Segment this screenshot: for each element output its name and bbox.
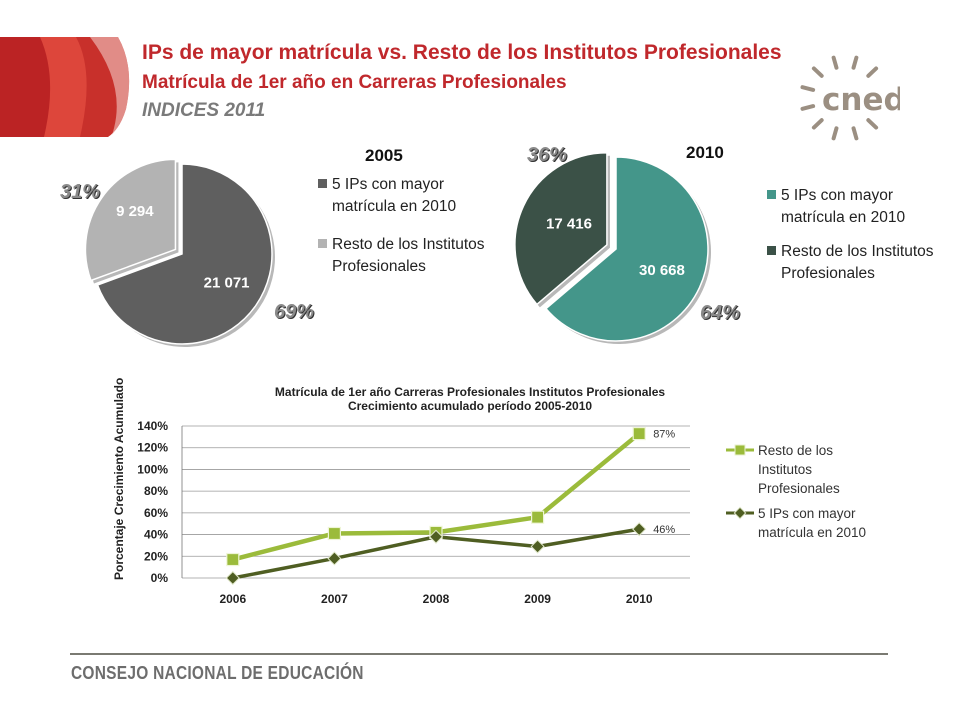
logo-ray bbox=[800, 85, 816, 92]
legend-label: 5 IPs con mayor matrícula en 2010 bbox=[332, 176, 457, 215]
pie-2010-rest-pct: 36% bbox=[527, 144, 568, 166]
y-tick-label: 140% bbox=[137, 419, 168, 433]
y-tick-label: 40% bbox=[144, 528, 168, 542]
page-index-label: INDICES 2011 bbox=[142, 100, 266, 121]
y-tick-label: 0% bbox=[151, 571, 169, 585]
logo-ray bbox=[866, 66, 879, 78]
x-tick-label: 2006 bbox=[219, 592, 246, 606]
legend-item: Resto de los Institutos Profesionales bbox=[318, 234, 492, 278]
legend-item: 5 IPs con mayor matrícula en 2010 bbox=[318, 174, 492, 218]
pie-slice-label: 21 071 bbox=[204, 274, 250, 291]
x-tick-label: 2009 bbox=[524, 592, 551, 606]
header-swoosh bbox=[0, 37, 130, 137]
pie-slice bbox=[96, 163, 273, 345]
page-title: IPs de mayor matrícula vs. Resto de los … bbox=[142, 41, 782, 64]
logo-ray bbox=[851, 126, 859, 141]
data-point bbox=[225, 570, 240, 586]
legend-label: 5 IPs con mayor matrícula en 2010 bbox=[781, 187, 906, 226]
legend-item: 5 IPs con mayor matrícula en 2010 bbox=[767, 185, 941, 229]
y-tick-label: 20% bbox=[144, 549, 168, 563]
y-tick-label: 80% bbox=[144, 484, 168, 498]
x-tick-label: 2007 bbox=[321, 592, 348, 606]
data-label: 46% bbox=[653, 524, 675, 536]
pie-slice-label: 30 668 bbox=[639, 262, 685, 279]
logo-ray bbox=[811, 118, 824, 130]
pie-2005-rest-pct: 31% bbox=[60, 181, 101, 203]
line-chart-growth: Matrícula de 1er año Carreras Profesiona… bbox=[112, 378, 690, 606]
svg-text:cned: cned bbox=[822, 82, 900, 118]
pie-2005-top5-pct: 69% bbox=[274, 301, 315, 323]
legend-label: Resto de los Institutos Profesionales bbox=[332, 236, 485, 275]
pie-2010-top5-pct: 64% bbox=[700, 302, 741, 324]
legend-label: Resto de los Institutos Profesionales bbox=[781, 243, 934, 282]
legend-item: 5 IPs con mayor matrícula en 2010 bbox=[726, 504, 888, 542]
logo-ray bbox=[811, 66, 824, 78]
legend-swatch bbox=[318, 179, 327, 188]
line-chart-legend: Resto de los Institutos Profesionales 5 … bbox=[726, 441, 888, 542]
data-label: 87% bbox=[653, 429, 675, 441]
footer-org-name: CONSEJO NACIONAL DE EDUCACIÓN bbox=[71, 663, 364, 683]
legend-swatch bbox=[318, 239, 327, 248]
pie-slice bbox=[544, 156, 709, 342]
data-point bbox=[327, 551, 342, 566]
legend-swatch bbox=[767, 190, 776, 199]
pie-slice-label: 17 416 bbox=[546, 216, 592, 233]
y-tick-label: 100% bbox=[137, 462, 168, 476]
pie-slice-label: 9 294 bbox=[116, 203, 154, 220]
data-point bbox=[226, 552, 240, 567]
footer-divider bbox=[70, 653, 888, 655]
logo-ray bbox=[866, 118, 879, 130]
legend-marker bbox=[726, 506, 754, 520]
pie-slice bbox=[84, 158, 177, 282]
pie-slice bbox=[514, 152, 608, 306]
legend-marker bbox=[726, 444, 754, 456]
pie-2005-title: 2005 bbox=[365, 146, 403, 165]
legend-item: Resto de los Institutos Profesionales bbox=[726, 441, 888, 498]
logo-ray bbox=[851, 55, 859, 70]
legend-item: Resto de los Institutos Profesionales bbox=[767, 241, 941, 285]
line-chart-title: Matrícula de 1er año Carreras Profesiona… bbox=[275, 385, 665, 399]
data-point bbox=[632, 426, 646, 441]
y-tick-label: 120% bbox=[137, 441, 168, 455]
logo-ray bbox=[831, 55, 839, 70]
logo-ray bbox=[831, 126, 839, 141]
page-subtitle: Matrícula de 1er año en Carreras Profesi… bbox=[142, 72, 567, 93]
pie-chart-2010: 30 668 17 416 bbox=[514, 152, 711, 344]
cned-logo: cned bbox=[800, 55, 900, 141]
logo-ray bbox=[800, 104, 816, 111]
x-tick-label: 2008 bbox=[423, 592, 450, 606]
line-chart-subtitle: Crecimiento acumulado período 2005-2010 bbox=[348, 399, 592, 413]
legend-label: Resto de los Institutos Profesionales bbox=[758, 443, 840, 496]
pie-chart-2005: 21 071 9 294 bbox=[84, 158, 275, 347]
data-point bbox=[632, 522, 647, 537]
pie-2010-legend: 5 IPs con mayor matrícula en 2010 Resto … bbox=[767, 185, 941, 285]
data-point bbox=[428, 529, 444, 544]
pie-2010-title: 2010 bbox=[686, 143, 724, 162]
y-axis-label: Porcentaje Crecimiento Acumulado bbox=[112, 378, 126, 580]
data-point bbox=[530, 539, 545, 554]
data-point bbox=[327, 526, 341, 541]
data-point bbox=[531, 510, 545, 524]
legend-label: 5 IPs con mayor matrícula en 2010 bbox=[758, 506, 867, 540]
legend-swatch bbox=[767, 246, 776, 255]
pie-2005-legend: 5 IPs con mayor matrícula en 2010 Resto … bbox=[318, 174, 492, 278]
y-tick-label: 60% bbox=[144, 506, 168, 520]
x-tick-label: 2010 bbox=[626, 592, 653, 606]
